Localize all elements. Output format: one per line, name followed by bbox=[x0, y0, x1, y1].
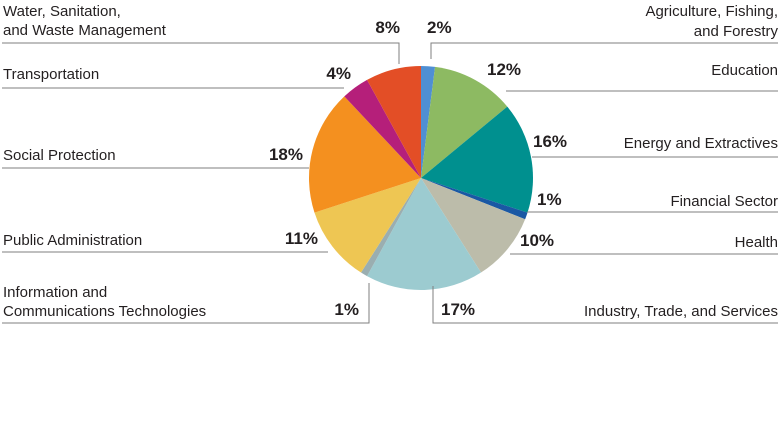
leader-line-industry-trade-and-services bbox=[432, 286, 778, 324]
slice-labels: Agriculture, Fishing, and Forestry 2% Educa… bbox=[3, 3, 778, 320]
pie-slice-energy-and-extractives bbox=[421, 106, 534, 213]
category-label-industry-trade-and-services: Industry, Trade, and Services bbox=[584, 303, 778, 320]
pie-slice-health bbox=[421, 178, 526, 273]
leader-line-water-sanitation-and-waste-management bbox=[2, 42, 400, 64]
leader-line-information-and-communications-technologies bbox=[2, 283, 370, 324]
percent-label-health: 10% bbox=[520, 231, 554, 250]
percent-label-social-protection: 18% bbox=[269, 145, 303, 164]
category-label-energy-and-extractives: Energy and Extractives bbox=[624, 135, 778, 152]
category-label-transportation: Transportation bbox=[3, 66, 99, 83]
percent-label-public-administration: 11% bbox=[285, 229, 318, 248]
percent-label-information-and-communications-technologies: 1% bbox=[334, 300, 359, 319]
percent-label-water-sanitation-and-waste-management: 8% bbox=[375, 18, 400, 37]
pie-slice-social-protection bbox=[308, 96, 421, 213]
pie-slice-education bbox=[421, 66, 508, 178]
category-label-information-and-communications-technologies: Information and Communications Technologi… bbox=[3, 284, 206, 320]
percent-label-agriculture-fishing-and-forestry: 2% bbox=[427, 18, 452, 37]
pie-slice-financial-sector bbox=[421, 178, 528, 220]
percent-label-transportation: 4% bbox=[326, 64, 351, 83]
percent-label-education: 12% bbox=[487, 60, 521, 79]
pie-slice-information-and-communications-technologies bbox=[360, 178, 421, 277]
percent-label-energy-and-extractives: 16% bbox=[533, 132, 567, 151]
leader-line-agriculture-fishing-and-forestry bbox=[430, 42, 778, 59]
category-label-water-sanitation-and-waste-management: Water, Sanitation, and Waste Management bbox=[3, 3, 167, 39]
percent-label-financial-sector: 1% bbox=[537, 190, 562, 209]
pie-slice-transportation bbox=[344, 79, 421, 178]
category-label-public-administration: Public Administration bbox=[3, 232, 142, 249]
pie-slice-water-sanitation-and-waste-management bbox=[367, 66, 421, 178]
pie-slice-industry-trade-and-services bbox=[367, 178, 482, 291]
percent-label-industry-trade-and-services: 17% bbox=[441, 300, 475, 319]
category-label-health: Health bbox=[735, 234, 778, 251]
pie-slices bbox=[308, 66, 534, 291]
category-label-education: Education bbox=[711, 62, 778, 79]
pie-slice-agriculture-fishing-and-forestry bbox=[421, 66, 436, 178]
leader-lines bbox=[2, 42, 778, 324]
category-label-social-protection: Social Protection bbox=[3, 147, 116, 164]
category-label-financial-sector: Financial Sector bbox=[670, 193, 778, 210]
category-label-agriculture-fishing-and-forestry: Agriculture, Fishing, and Forestry bbox=[645, 3, 778, 40]
pie-slice-public-administration bbox=[314, 178, 421, 273]
